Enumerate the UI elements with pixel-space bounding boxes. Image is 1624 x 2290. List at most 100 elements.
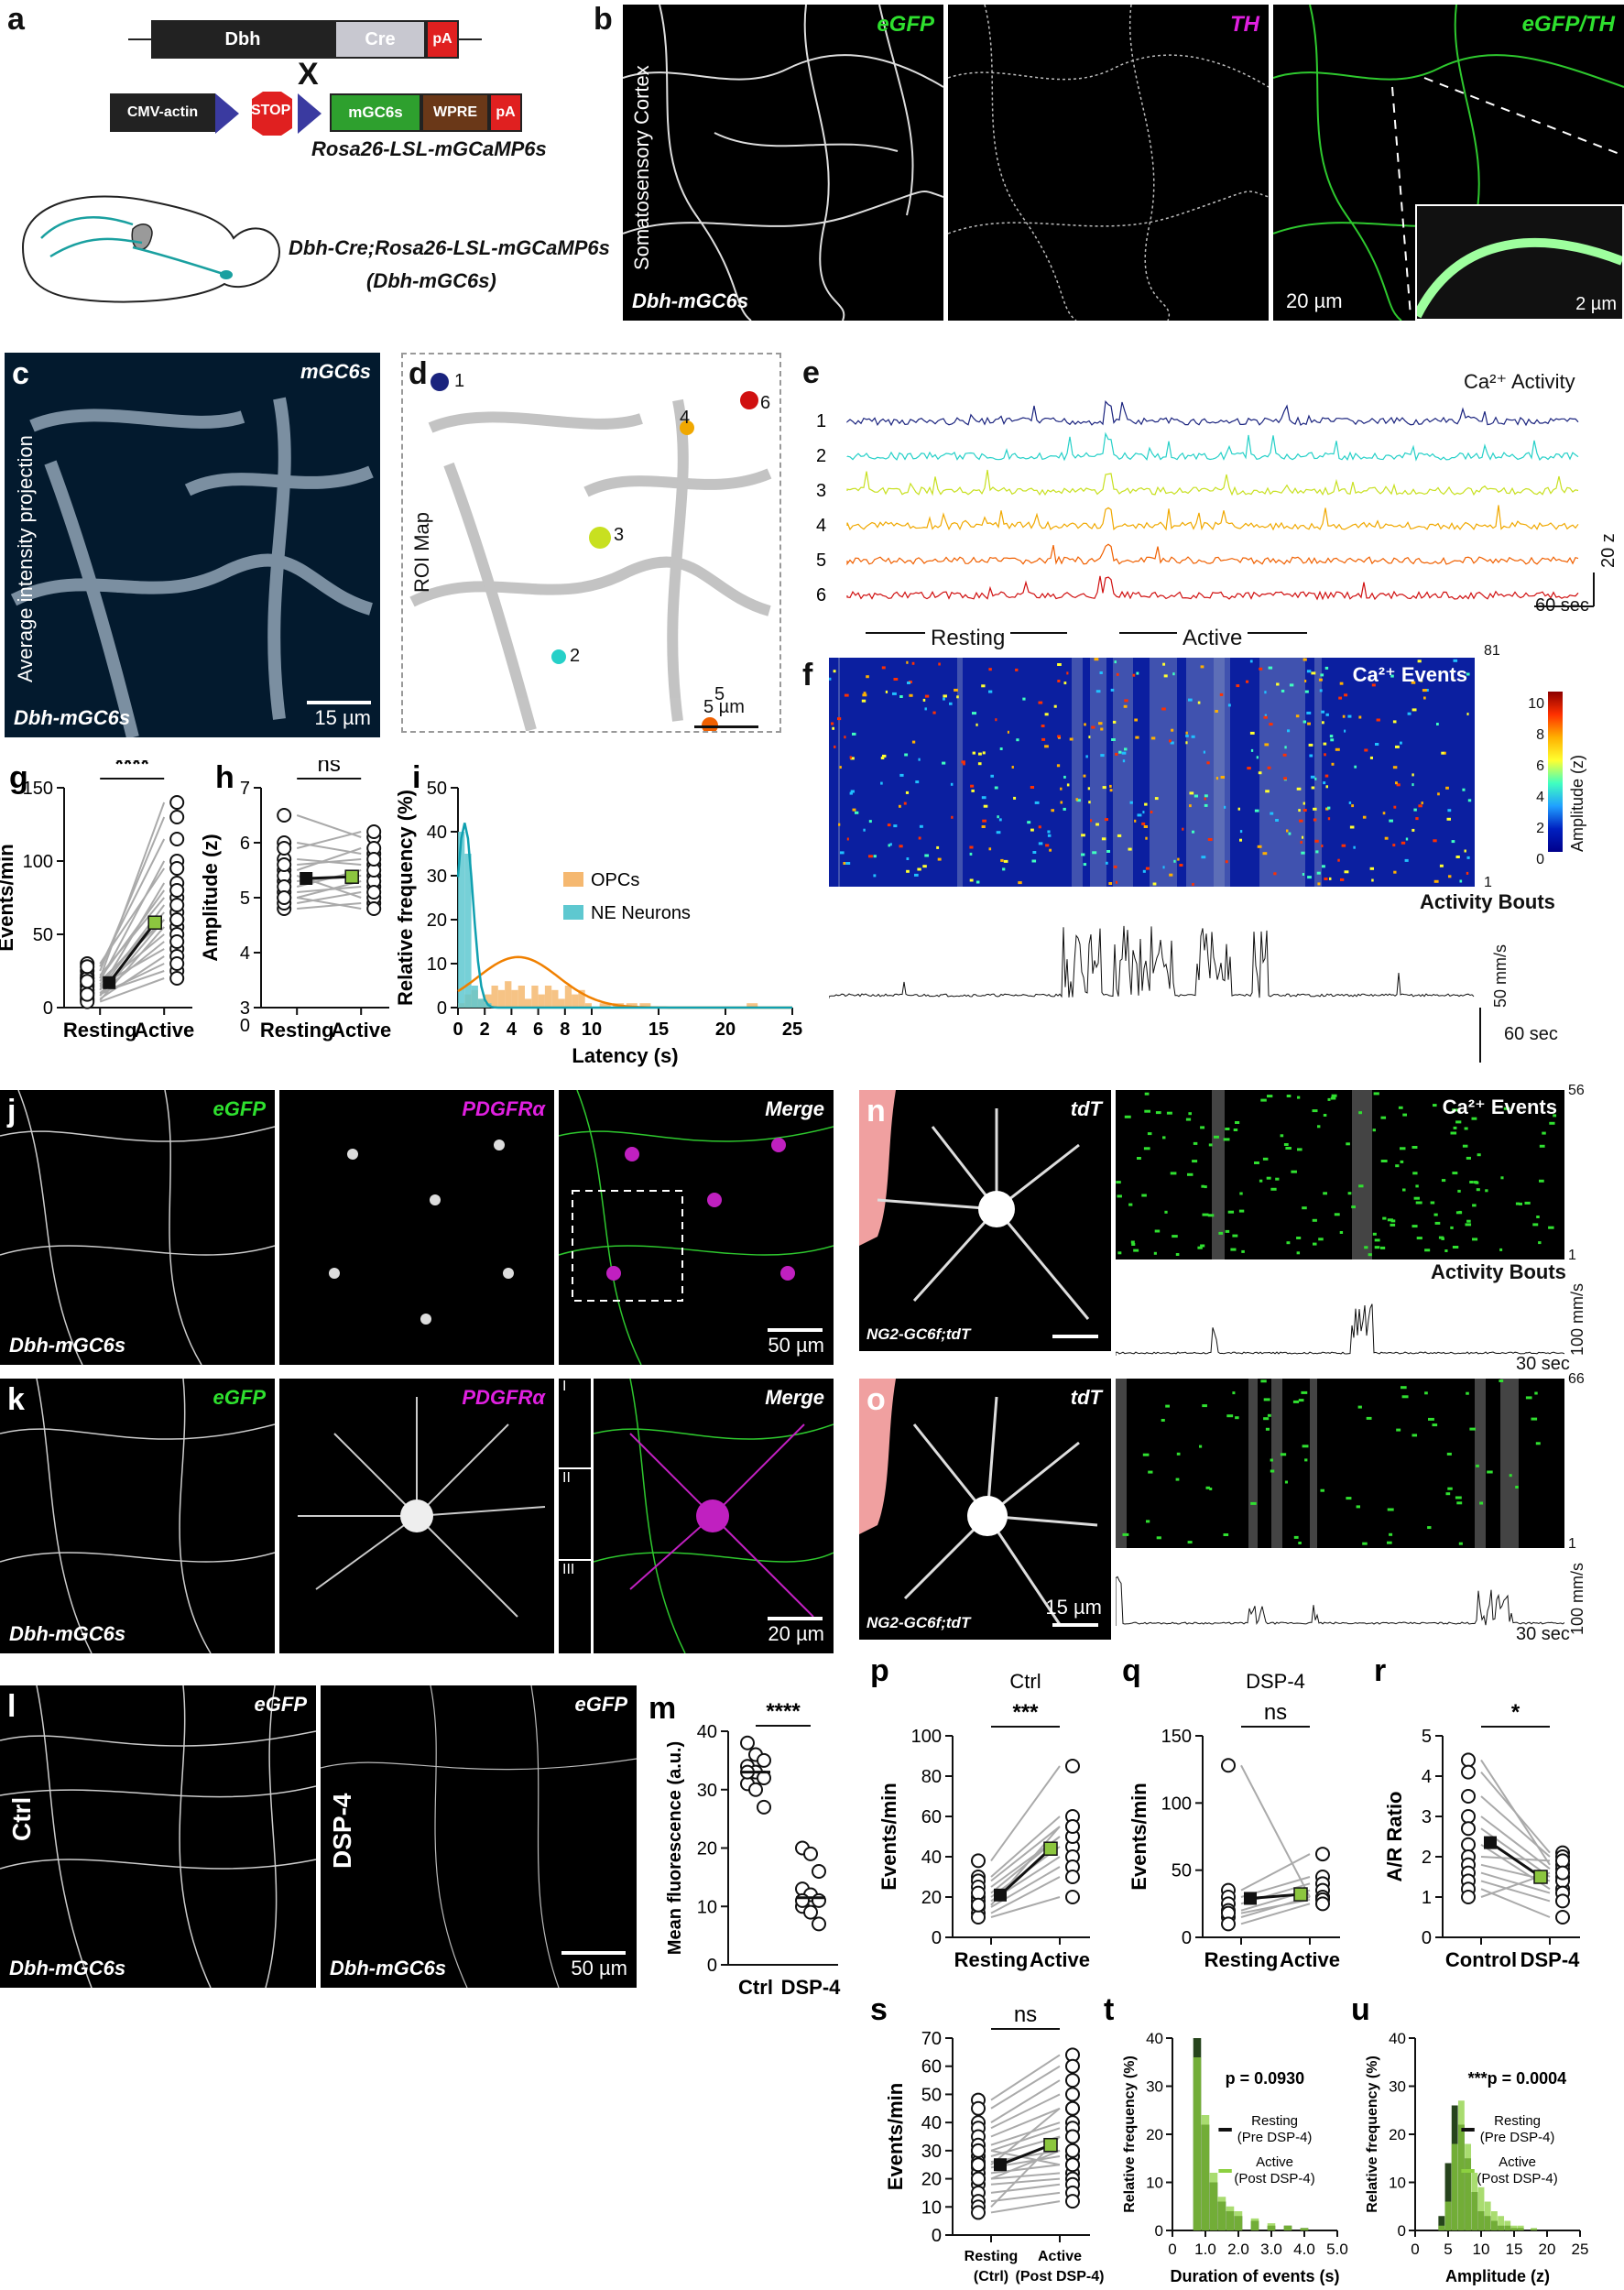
event-mark [1267,766,1271,769]
event-mark [1421,802,1423,805]
pair-line [1240,1903,1311,1925]
active-shade [1072,658,1083,887]
event-mark [1153,1251,1157,1255]
trace-5 [846,543,1579,566]
event-mark [1270,1458,1273,1462]
pair-line [297,902,362,910]
point [80,959,95,975]
event-mark [1049,848,1052,852]
event-mark [1066,783,1070,787]
event-mark [1285,1147,1292,1150]
event-mark [1295,714,1300,718]
x-tick-label: 10 [582,1020,602,1040]
event-mark [1199,1445,1203,1448]
event-mark [1148,1470,1153,1474]
pair-line [99,963,165,996]
x-tick-label: 0 [1411,2241,1419,2258]
channel-pdgfra-label: PDGFRα [462,1097,545,1120]
inset-i: I [559,1379,591,1469]
event-mark [1250,748,1254,752]
scale-label: 5 µm [703,697,745,717]
event-mark [1362,1542,1368,1545]
event-mark [1250,1501,1257,1505]
event-mark [1341,844,1346,847]
hist-bar [1517,2225,1524,2230]
x-tick-label: 15 [1506,2241,1523,2258]
y-tick-label: 0 [43,998,53,1019]
event-mark [1223,1533,1229,1536]
event-mark [1201,856,1206,859]
active-shade [1475,1379,1486,1548]
condition-dsp4: DSP-4 [328,1793,356,1869]
event-mark [881,666,886,670]
pair-line [990,2054,1061,2101]
event-mark [1300,841,1302,844]
mgc6s-box: mGC6s [330,93,421,132]
event-mark [1063,807,1066,811]
event-mark [1030,786,1035,789]
event-mark [1267,1413,1271,1417]
active-shade [838,658,840,887]
cell-texture [298,1397,546,1618]
event-mark [1137,813,1142,817]
panel-letter-f: f [802,658,813,692]
event-mark [1114,660,1117,664]
event-mark [1455,1496,1462,1499]
event-mark [1215,777,1219,780]
y-tick-label: 20 [1389,2126,1406,2143]
event-mark [1349,825,1355,829]
event-mark [1109,789,1113,792]
event-mark [918,758,921,761]
event-mark [1340,878,1345,881]
event-mark [1346,1142,1350,1146]
event-mark [1296,1251,1301,1255]
event-mark [1232,1234,1238,1238]
y-tick-label: 100 [23,852,53,872]
event-mark [1398,1106,1403,1109]
event-mark [849,756,852,759]
event-mark [1202,1213,1209,1216]
pair-line [1240,1764,1311,1898]
point [1221,1758,1236,1773]
event-mark [1187,1541,1193,1544]
event-mark [1464,849,1466,853]
event-mark [924,707,927,711]
hist-bar [525,998,532,1008]
event-mark [1260,1098,1267,1102]
event-mark [978,752,982,756]
event-mark [1154,1229,1161,1233]
event-mark [1209,1488,1213,1490]
event-mark [1548,1226,1554,1229]
event-mark [1417,660,1422,663]
event-mark [1337,858,1340,862]
event-mark [829,677,832,681]
event-mark [1207,838,1213,841]
event-mark [1324,753,1326,757]
scale-label: 50 µm [571,1957,627,1979]
chart-title: DSP-4 [1246,1670,1305,1693]
y-tick-label: 20 [427,911,447,931]
panel-letter-u: u [1351,1992,1370,2027]
rosa26-label: Rosa26-LSL-mGCaMP6s [311,137,547,160]
event-mark [1143,825,1149,828]
event-mark [1204,797,1206,801]
event-mark [1116,672,1119,676]
channel-merge-label: Merge [765,1386,824,1409]
point [795,1892,810,1908]
event-mark [1197,1246,1203,1249]
event-mark [1106,850,1110,853]
event-mark [1201,1184,1204,1188]
event-mark [1283,1143,1289,1146]
event-mark [1146,1520,1150,1523]
short-name-label: (Dbh-mGC6s) [366,269,496,292]
event-mark [1436,723,1439,725]
event-mark [1503,1107,1510,1110]
event-mark [1115,880,1118,884]
event-mark [1477,1153,1481,1157]
event-mark [831,722,834,725]
event-mark [1007,730,1009,734]
n-xscale: 30 sec [1516,1354,1570,1374]
pair-line [990,2164,1061,2175]
y-tick-label: 100 [911,1727,942,1747]
e-title: Ca²⁺ Activity [1464,370,1575,393]
